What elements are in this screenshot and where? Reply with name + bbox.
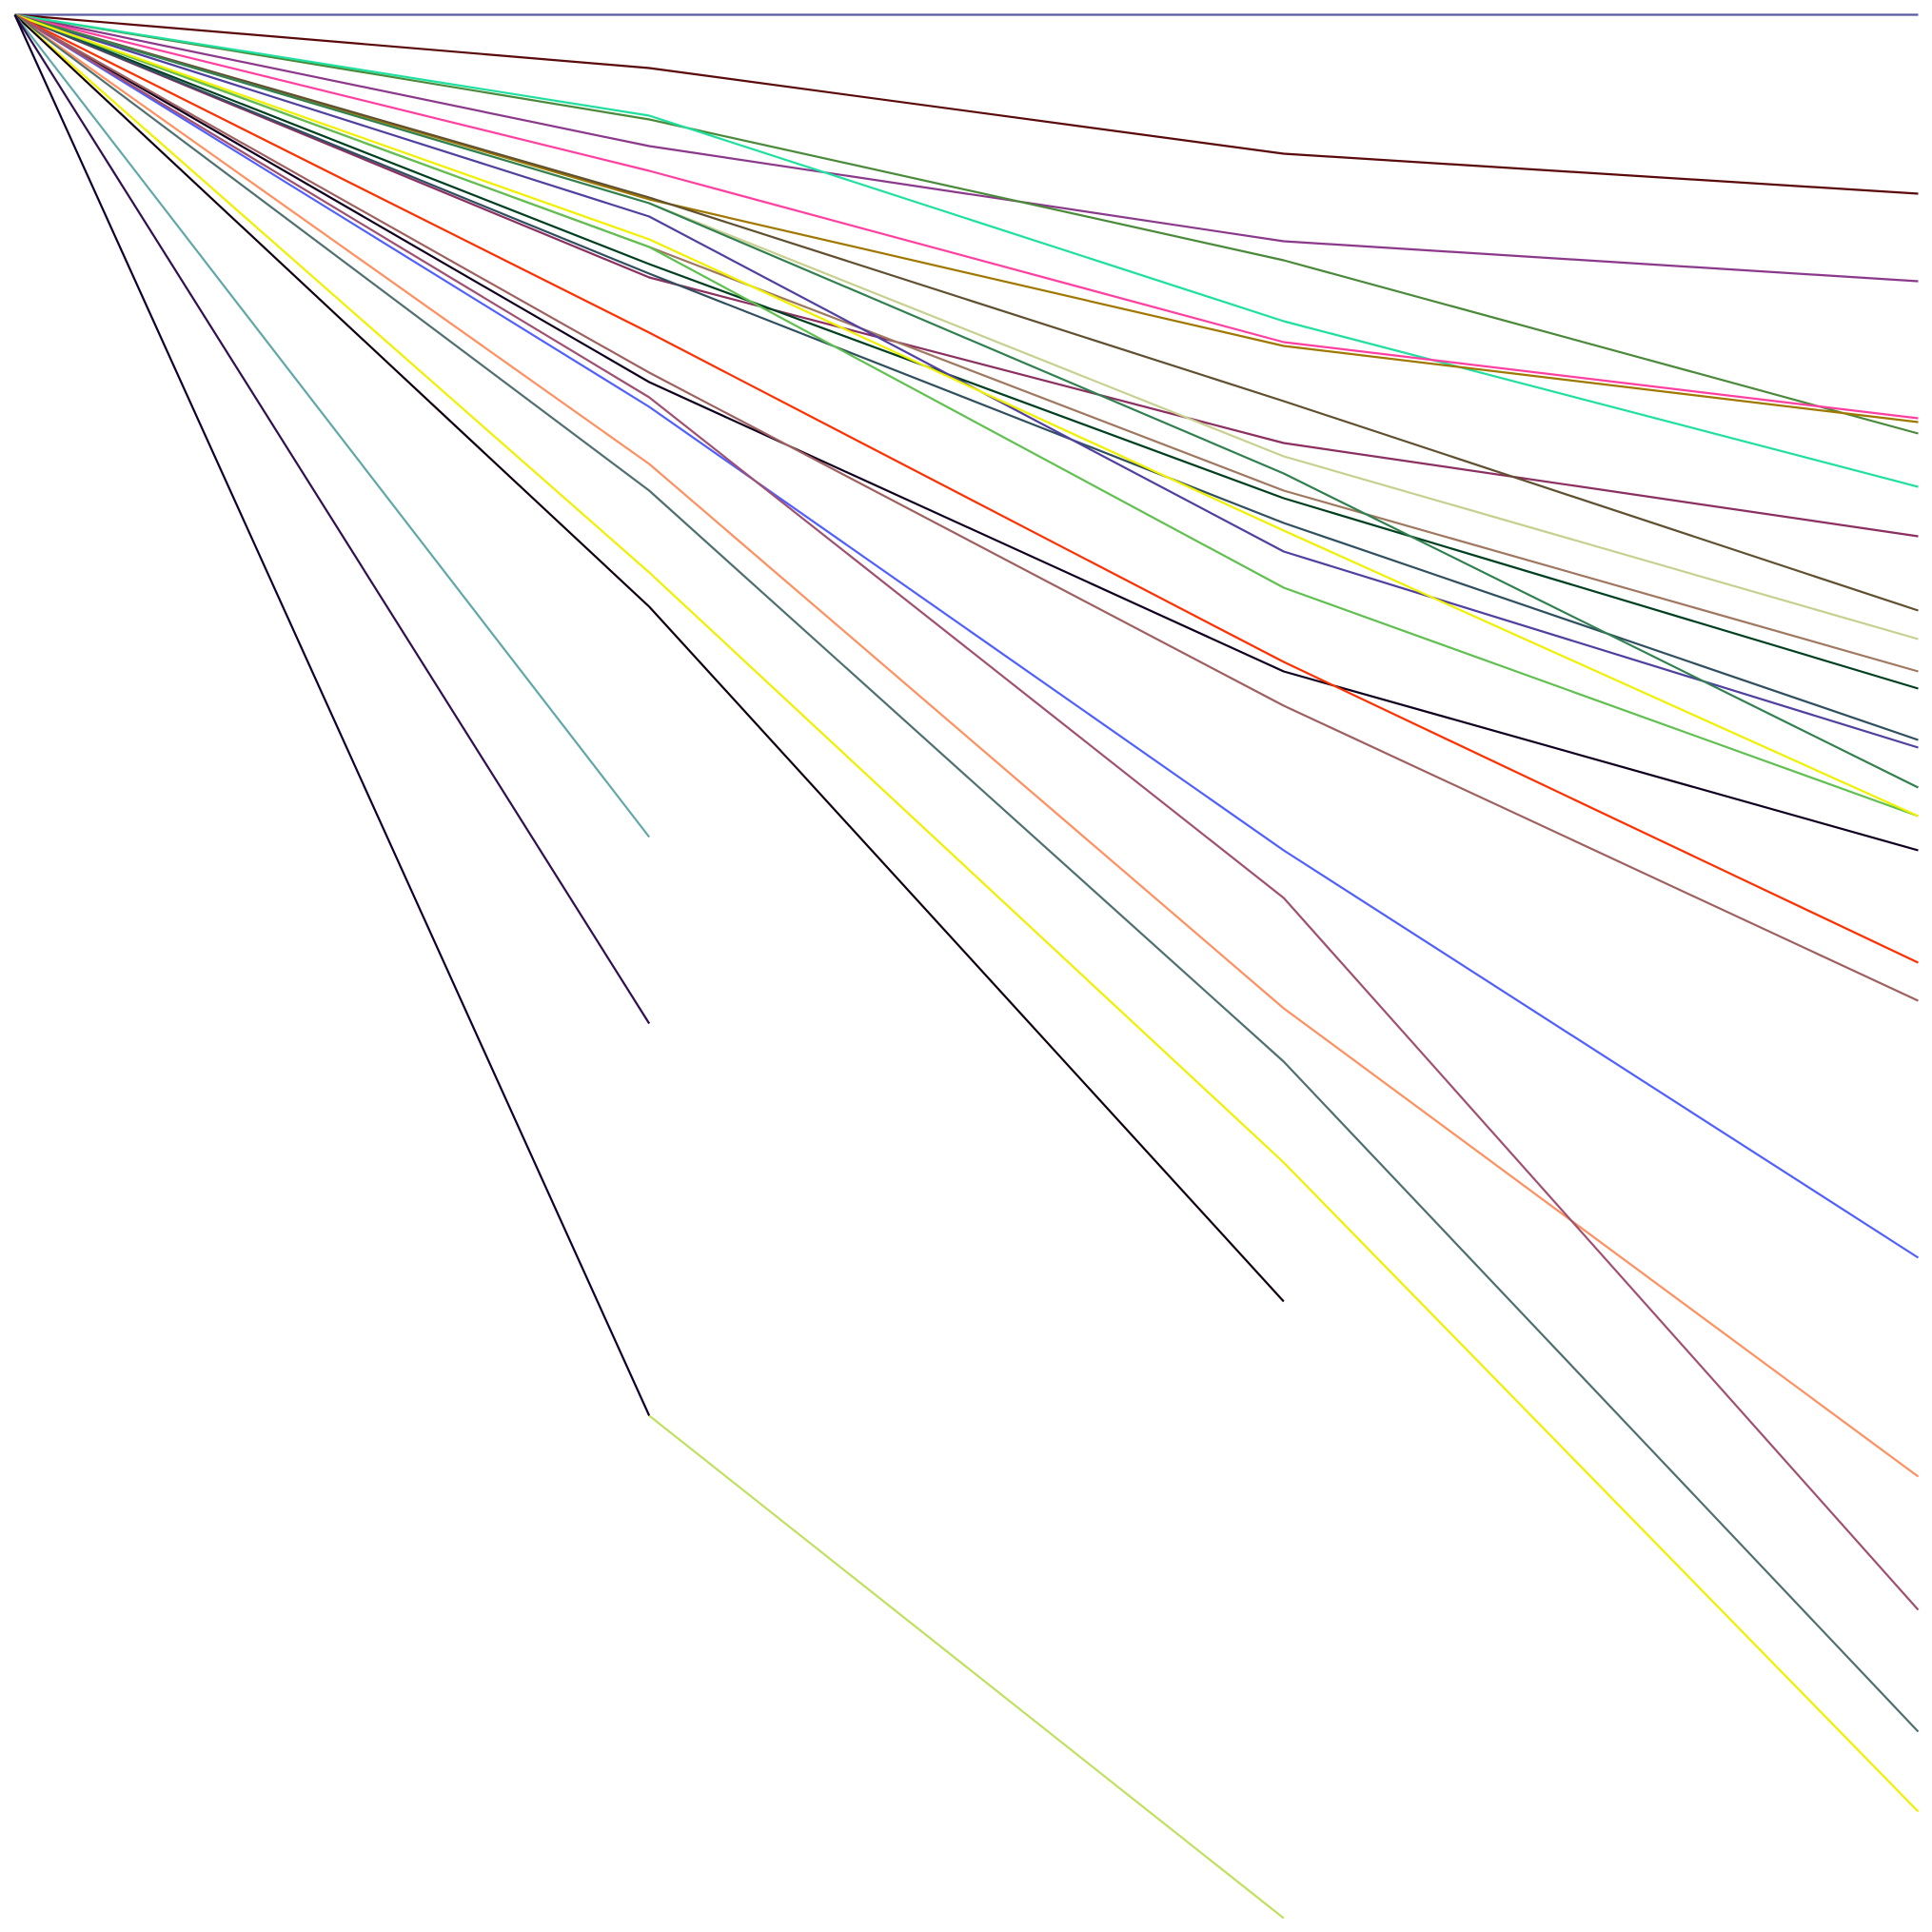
series-line-16 — [14, 13, 1919, 818]
series-line-30 — [648, 1414, 1285, 1920]
series-line-6 — [14, 13, 1919, 420]
series-line-23 — [13, 13, 1920, 1611]
series-line-8 — [14, 13, 1919, 538]
series-line-28 — [13, 13, 651, 1025]
series-line-25 — [13, 13, 1920, 1813]
series-line-19 — [14, 13, 1919, 964]
series-line-2 — [14, 13, 1919, 195]
series-line-15 — [14, 13, 1919, 789]
series-line-4 — [14, 13, 1919, 435]
series-line-21 — [13, 13, 1920, 1259]
series-line-11 — [14, 13, 1919, 673]
series-line-12 — [14, 13, 1919, 690]
series-line-29 — [13, 14, 651, 1416]
series-line-24 — [13, 13, 1920, 1733]
series-lines — [13, 13, 1920, 1920]
series-line-18 — [13, 13, 1919, 852]
series-line-10 — [14, 13, 1919, 641]
series-line-22 — [13, 13, 1920, 1478]
series-line-26 — [13, 13, 1285, 1303]
series-line-13 — [14, 13, 1919, 741]
series-line-5 — [14, 13, 1919, 488]
series-line-20 — [13, 13, 1919, 1002]
series-line-17 — [14, 13, 1919, 818]
series-line-27 — [13, 13, 651, 838]
series-line-3 — [14, 13, 1919, 283]
series-line-9 — [14, 13, 1919, 612]
